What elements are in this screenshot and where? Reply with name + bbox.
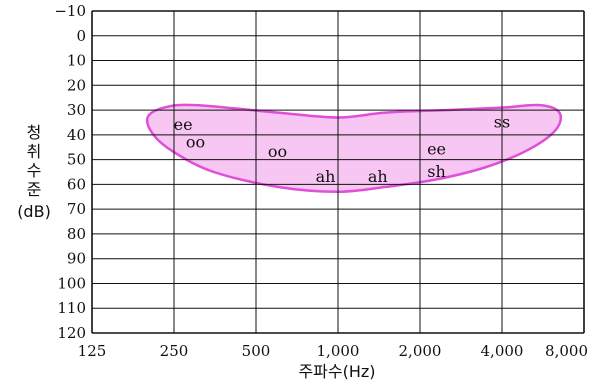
x-tick-label: 8,000 [545, 342, 588, 360]
y-tick-label: 0 [76, 27, 86, 45]
speech-banana-area [145, 103, 563, 194]
speech-sound-label: ee [174, 115, 193, 134]
y-axis-label: 청 취 수 준 (dB) [17, 123, 51, 221]
y-tick-label: 100 [57, 274, 86, 292]
x-axis-label: 주파수(Hz) [298, 362, 375, 381]
y-axis-label-char: 수 [27, 161, 42, 180]
speech-sound-label: ah [316, 167, 336, 186]
speech-sound-label: ee [427, 140, 446, 159]
y-tick-label: 70 [67, 200, 86, 218]
y-axis-label-char: 청 [27, 123, 42, 142]
x-tick-label: 125 [78, 342, 107, 360]
y-tick-label: 120 [57, 324, 86, 342]
x-tick-label: 1,000 [317, 342, 360, 360]
y-tick-label: 90 [67, 250, 86, 268]
x-tick-label: 250 [160, 342, 189, 360]
x-tick-label: 2,000 [399, 342, 442, 360]
speech-sound-label: oo [186, 132, 205, 151]
y-tick-label: 30 [67, 101, 86, 119]
y-tick-label: 10 [67, 52, 86, 70]
y-tick-label: 110 [57, 299, 86, 317]
y-axis-label-char: 취 [27, 142, 42, 161]
y-axis-label-char: 준 [27, 180, 42, 199]
speech-band [145, 103, 563, 194]
y-tick-label: 50 [67, 151, 86, 169]
y-tick-label: 60 [67, 175, 86, 193]
x-tick-label: 500 [242, 342, 271, 360]
x-tick-label: 4,000 [481, 342, 524, 360]
grid [91, 10, 585, 334]
y-tick-label: 20 [67, 76, 86, 94]
y-tick-label: 40 [67, 126, 86, 144]
speech-sound-label: sh [427, 162, 446, 181]
speech-sound-label: ah [368, 167, 388, 186]
speech-sound-label: oo [268, 142, 287, 161]
y-tick-label: 80 [67, 225, 86, 243]
speech-sound-label: ss [494, 112, 510, 131]
y-tick-label: −10 [54, 2, 86, 20]
y-axis-label-unit: (dB) [17, 202, 51, 221]
